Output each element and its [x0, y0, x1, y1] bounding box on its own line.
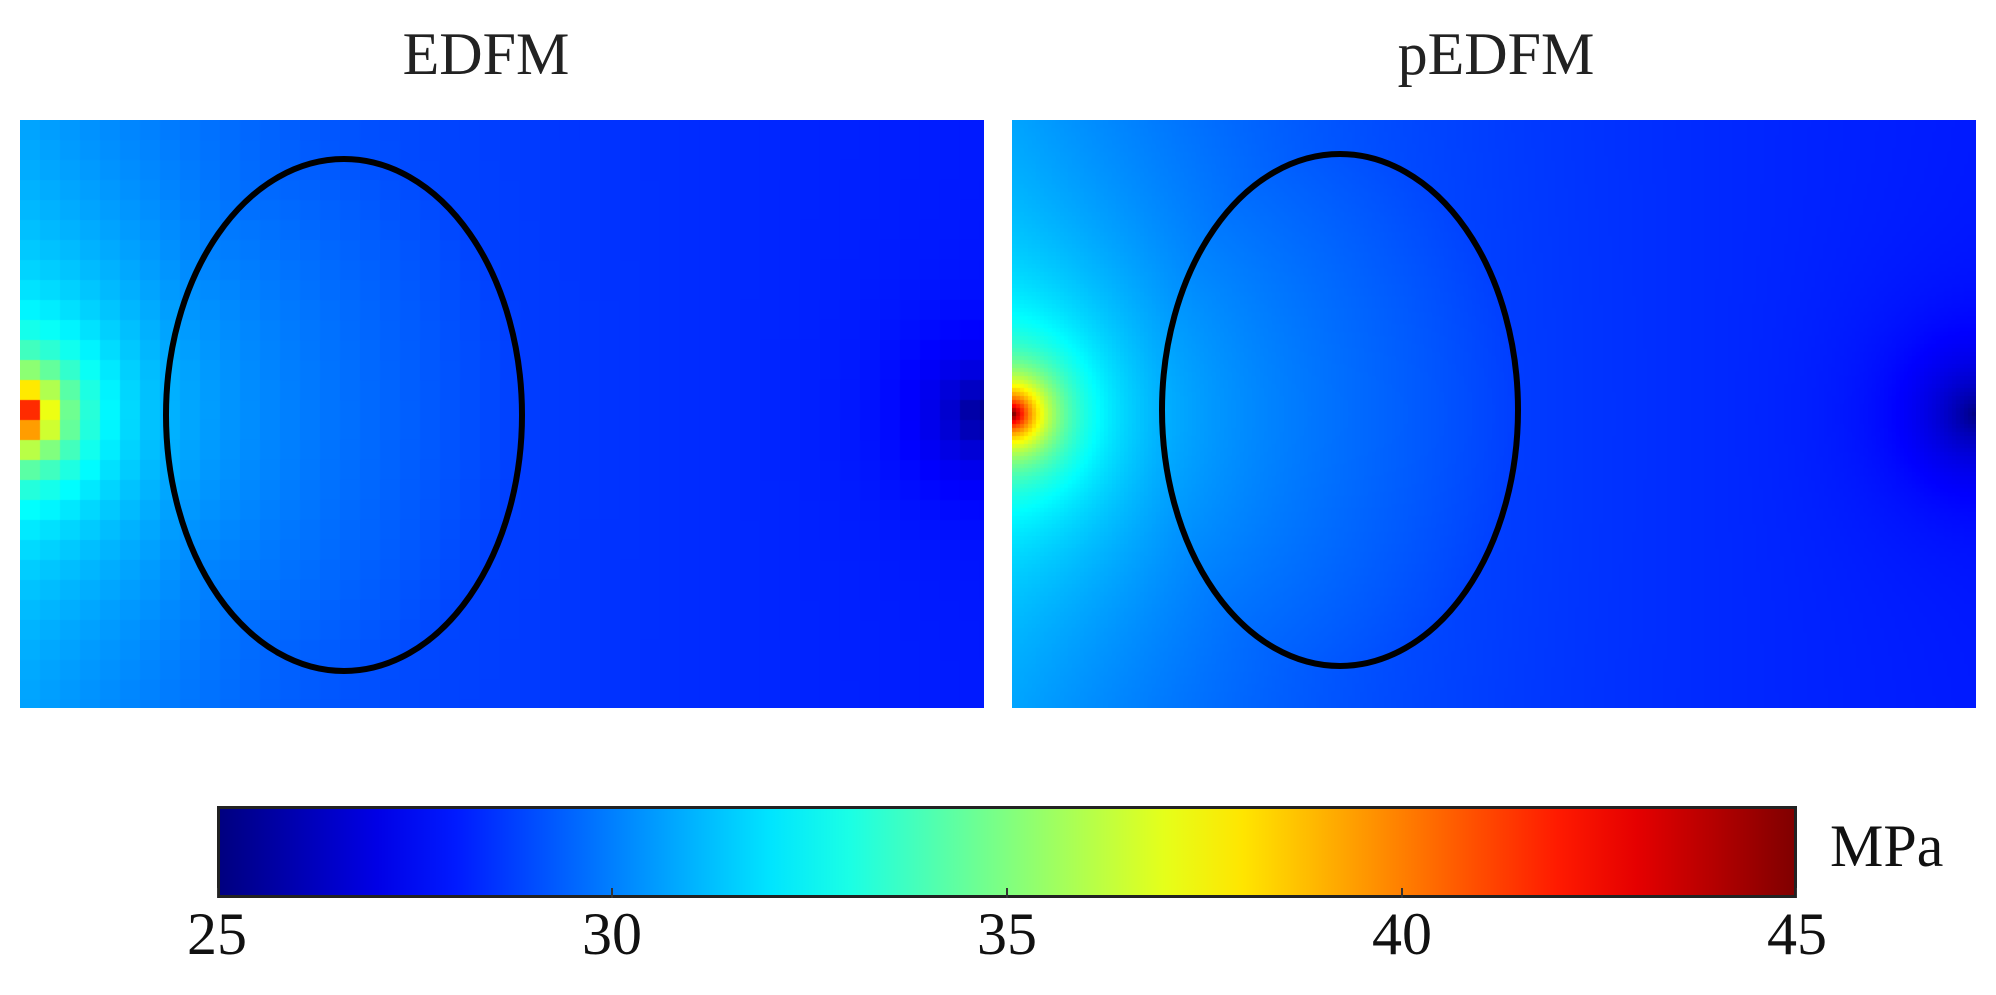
colorbar-tick-label: 30 [582, 901, 642, 967]
colorbar-unit: MPa [1830, 813, 1944, 879]
panel-title-edfm: EDFM [402, 21, 570, 87]
fracture-ellipse-pedfm [1159, 151, 1521, 669]
fracture-ellipse-edfm [163, 156, 525, 674]
pressure-map-pedfm [1012, 120, 1976, 708]
panel-title-pedfm: pEDFM [1397, 21, 1595, 87]
colorbar-tick-label: 40 [1372, 901, 1432, 967]
pressure-field-edfm [20, 120, 984, 708]
colorbar-tick-label: 35 [977, 901, 1037, 967]
pressure-field-pedfm [1012, 120, 1976, 708]
colorbar-ticks [217, 888, 1797, 898]
colorbar-tick-label: 45 [1767, 901, 1827, 967]
fracture-overlay-edfm [163, 156, 525, 674]
fracture-overlay-pedfm [1159, 151, 1521, 669]
pressure-map-edfm [20, 120, 984, 708]
colorbar-tick-label: 25 [187, 901, 247, 967]
